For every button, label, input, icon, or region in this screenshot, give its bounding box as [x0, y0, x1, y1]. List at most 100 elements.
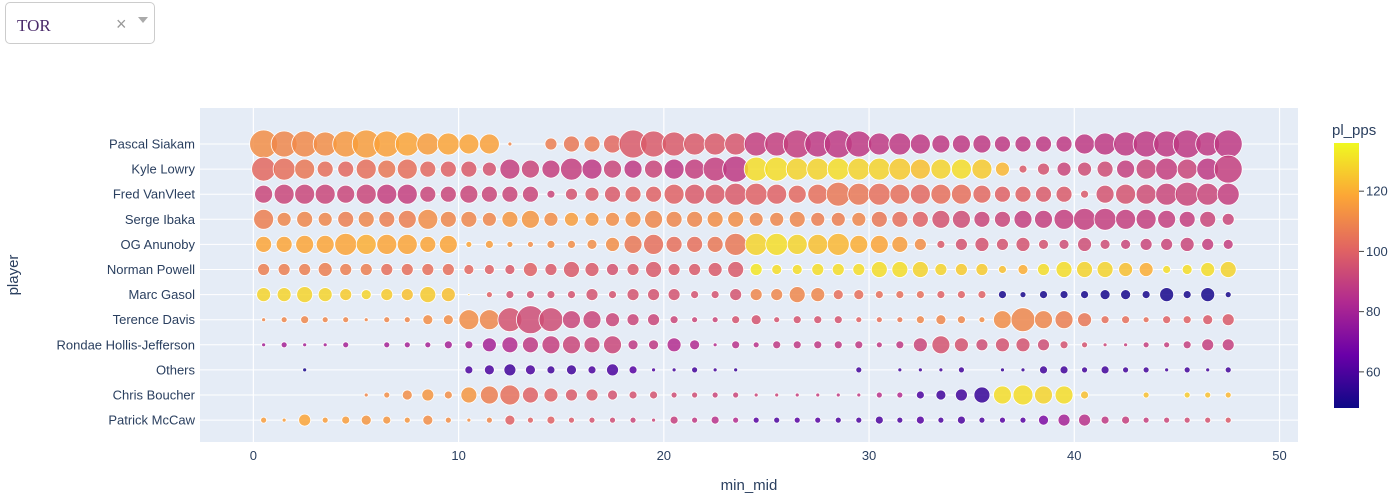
- bubble: [627, 339, 639, 351]
- bubble: [1174, 181, 1200, 207]
- bubble: [1201, 338, 1215, 352]
- bubble: [1081, 341, 1088, 349]
- bubble: [957, 315, 966, 325]
- bubble: [360, 414, 372, 426]
- bubble: [1216, 182, 1240, 206]
- bubble: [994, 185, 1011, 203]
- bubble: [1014, 185, 1032, 203]
- x-tick-labels: 0 10 20 30 40 50: [250, 448, 1287, 463]
- bubble: [417, 208, 439, 230]
- bubble: [1162, 265, 1172, 274]
- player-label: Fred VanVleet: [113, 187, 196, 202]
- bubble: [256, 287, 272, 303]
- bubble: [481, 337, 497, 353]
- bubble: [772, 340, 782, 350]
- bubble: [544, 137, 558, 151]
- bubble: [538, 307, 564, 333]
- bubble: [975, 263, 989, 276]
- bubble: [628, 365, 638, 375]
- chevron-down-icon[interactable]: [138, 17, 148, 23]
- bubble: [785, 157, 809, 181]
- bubble: [854, 340, 864, 350]
- bubble: [954, 337, 969, 353]
- bubble: [1053, 208, 1075, 230]
- bubble: [978, 416, 986, 424]
- bubble: [995, 337, 1010, 353]
- bubble: [444, 416, 452, 424]
- bubble: [543, 211, 559, 227]
- bubble: [1055, 185, 1073, 203]
- bubble: [606, 263, 619, 276]
- bubble: [1157, 209, 1177, 229]
- x-tick-label: 10: [451, 448, 465, 463]
- bubble: [710, 290, 720, 300]
- bubble: [564, 211, 579, 227]
- bubble: [912, 337, 928, 353]
- bubble: [1096, 261, 1114, 278]
- bubble: [707, 262, 723, 277]
- team-dropdown[interactable]: TOR ×: [5, 2, 155, 44]
- bubble: [546, 415, 556, 425]
- bubble: [994, 210, 1011, 228]
- bubble: [765, 232, 789, 256]
- bubble: [1037, 263, 1050, 276]
- bubble: [546, 290, 556, 300]
- bubble: [1163, 341, 1171, 349]
- bubble: [832, 289, 844, 301]
- bubble: [1199, 210, 1217, 228]
- bubble: [732, 416, 740, 424]
- bubble: [891, 261, 909, 278]
- bubble: [649, 390, 658, 400]
- player-label: Serge Ibaka: [125, 212, 196, 227]
- bubble: [955, 388, 968, 402]
- bubble: [342, 316, 350, 324]
- bubble: [1219, 261, 1237, 278]
- bubble: [603, 335, 622, 355]
- bubble: [931, 209, 951, 229]
- bubble: [1201, 237, 1215, 251]
- bubble: [419, 185, 437, 203]
- bubble: [853, 289, 865, 301]
- bubble: [522, 386, 539, 404]
- bubble: [645, 261, 662, 278]
- bubble: [993, 385, 1012, 405]
- bubble: [442, 314, 454, 326]
- bubble: [355, 158, 377, 180]
- bubble: [484, 239, 494, 249]
- bubble: [1135, 208, 1157, 230]
- bubble: [1093, 132, 1117, 156]
- bubble: [383, 341, 391, 349]
- bubble: [847, 182, 871, 206]
- bubble: [764, 156, 790, 182]
- bubble: [891, 210, 909, 228]
- bubble: [421, 263, 435, 276]
- bubble: [955, 263, 968, 276]
- bubble: [563, 261, 580, 278]
- clear-icon[interactable]: ×: [116, 14, 127, 34]
- bubble: [280, 316, 288, 324]
- bubble: [380, 263, 394, 276]
- bubble: [1204, 416, 1212, 424]
- bubble: [727, 210, 745, 228]
- bubble: [1183, 391, 1191, 399]
- bubble: [644, 159, 663, 179]
- bubble: [424, 341, 432, 349]
- bubble: [788, 210, 806, 228]
- bubble: [1138, 262, 1154, 277]
- player-label: Rondae Hollis-Jefferson: [57, 337, 196, 352]
- bubble: [504, 264, 516, 275]
- bubble: [733, 367, 739, 373]
- bubble: [712, 342, 718, 348]
- bubble: [1224, 416, 1232, 424]
- bubble: [276, 287, 292, 303]
- bubble: [585, 388, 599, 402]
- bubble: [1141, 290, 1151, 300]
- bubble: [605, 236, 620, 252]
- bubble: [583, 336, 601, 354]
- bubble: [1121, 315, 1131, 325]
- bubble: [951, 158, 972, 180]
- bubble: [973, 210, 991, 228]
- bubble: [481, 161, 497, 177]
- player-label: Others: [156, 362, 196, 377]
- bubble: [793, 416, 801, 424]
